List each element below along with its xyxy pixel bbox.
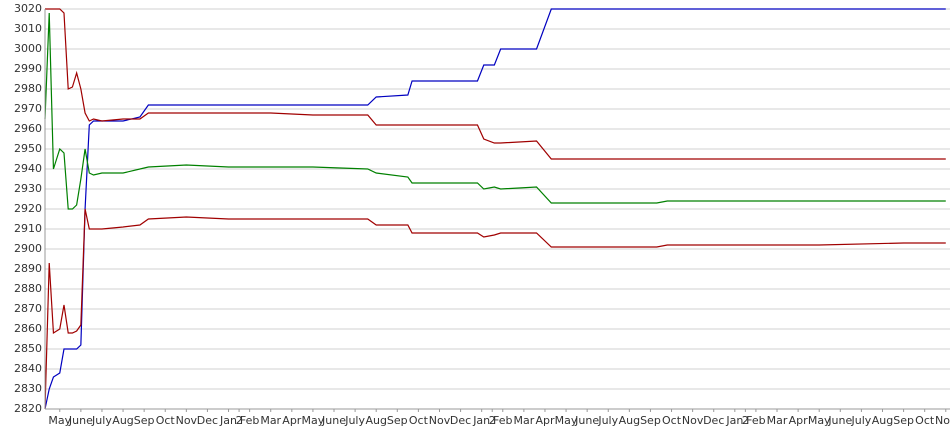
y-tick-label: 2980	[14, 82, 42, 95]
x-tick-label: Mar	[513, 414, 534, 427]
labels: 2820 2830 2840 2850 2860 2870 2880 2890 2900 2910…	[14, 2, 950, 427]
x-tick-label: July	[344, 414, 365, 427]
x-tick-label: Aug	[619, 414, 640, 427]
x-tick-label: Sep	[640, 414, 661, 427]
x-tick-label: 2	[742, 414, 749, 427]
y-tick-label: 2890	[14, 262, 42, 275]
x-tick-label: Oct	[915, 414, 935, 427]
y-tick-label: 2880	[14, 282, 42, 295]
x-tick-label: Nov	[935, 414, 950, 427]
x-tick-label: Apr	[282, 414, 302, 427]
x-tick-label: June	[321, 414, 346, 427]
y-tick-label: 2910	[14, 222, 42, 235]
x-tick-label: 2	[489, 414, 496, 427]
y-tick-label: 2930	[14, 182, 42, 195]
y-tick-label: 2850	[14, 342, 42, 355]
x-tick-label: July	[597, 414, 618, 427]
y-tick-label: 2860	[14, 322, 42, 335]
y-tick-label: 2820	[14, 402, 42, 415]
plot	[44, 8, 946, 410]
x-tick-label: Nov	[429, 414, 451, 427]
x-tick-label: Dec	[703, 414, 724, 427]
series-line	[44, 208, 946, 410]
y-tick-label: 3020	[14, 2, 42, 15]
x-tick-label: May	[48, 414, 71, 427]
x-tick-label: Mar	[260, 414, 281, 427]
x-tick-label: Dec	[197, 414, 218, 427]
x-tick-label: Sep	[387, 414, 408, 427]
x-tick-label: Jan	[472, 414, 490, 427]
y-tick-label: 2950	[14, 142, 42, 155]
y-tick-label: 2970	[14, 102, 42, 115]
x-tick-label: May	[302, 414, 325, 427]
x-tick-label: Sep	[893, 414, 914, 427]
x-tick-label: Aug	[365, 414, 386, 427]
x-tick-label: Dec	[450, 414, 471, 427]
x-tick-label: Oct	[409, 414, 429, 427]
y-tick-label: 2830	[14, 382, 42, 395]
y-tick-label: 2990	[14, 62, 42, 75]
x-tick-label: Feb	[493, 414, 512, 427]
x-tick-label: Sep	[134, 414, 155, 427]
x-tick-label: Mar	[767, 414, 788, 427]
y-tick-label: 2920	[14, 202, 42, 215]
y-tick-label: 2900	[14, 242, 42, 255]
x-tick-label: Jan	[219, 414, 237, 427]
x-tick-label: Apr	[535, 414, 555, 427]
x-tick-label: Oct	[156, 414, 176, 427]
y-tick-label: 2870	[14, 302, 42, 315]
x-tick-label: Nov	[682, 414, 704, 427]
x-tick-label: Jan	[725, 414, 743, 427]
x-tick-label: Feb	[746, 414, 765, 427]
series-line	[44, 8, 946, 410]
x-tick-label: Aug	[872, 414, 893, 427]
x-tick-label: Aug	[112, 414, 133, 427]
series-line	[45, 8, 946, 160]
y-tick-label: 3010	[14, 22, 42, 35]
x-tick-label: July	[851, 414, 872, 427]
y-tick-label: 2840	[14, 362, 42, 375]
x-tick-label: Apr	[789, 414, 809, 427]
x-tick-label: Feb	[240, 414, 259, 427]
x-tick-label: May	[808, 414, 831, 427]
x-tick-label: June	[574, 414, 599, 427]
y-tick-label: 3000	[14, 42, 42, 55]
grid	[45, 8, 950, 410]
x-tick-label: May	[555, 414, 578, 427]
x-tick-label: June	[827, 414, 852, 427]
x-tick-label: June	[68, 414, 93, 427]
y-tick-label: 2960	[14, 122, 42, 135]
x-tick-label: July	[91, 414, 112, 427]
x-tick-label: Nov	[176, 414, 198, 427]
y-tick-label: 2940	[14, 162, 42, 175]
series-line	[44, 12, 946, 210]
x-tick-label: 2	[236, 414, 243, 427]
x-tick-label: Oct	[662, 414, 682, 427]
